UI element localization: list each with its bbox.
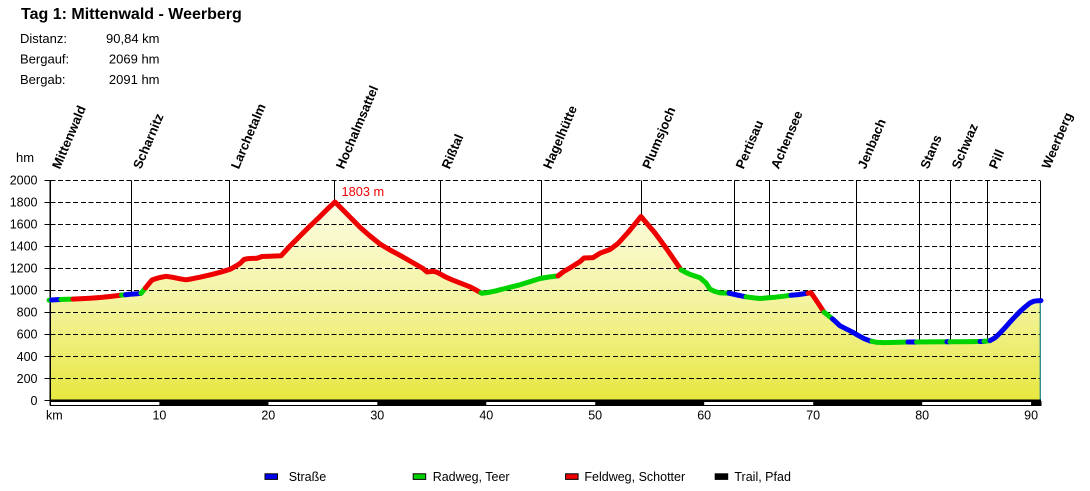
svg-text:1400: 1400	[10, 240, 38, 254]
svg-text:2000: 2000	[10, 174, 38, 188]
svg-text:80: 80	[915, 409, 929, 423]
svg-text:hm: hm	[16, 150, 34, 165]
svg-text:40: 40	[479, 409, 493, 423]
svg-text:2091 hm: 2091 hm	[109, 72, 160, 87]
svg-text:70: 70	[806, 409, 820, 423]
svg-text:km: km	[46, 409, 63, 423]
svg-text:1000: 1000	[10, 284, 38, 298]
svg-text:800: 800	[17, 306, 38, 320]
svg-text:Distanz:: Distanz:	[20, 31, 67, 46]
svg-text:1803 m: 1803 m	[342, 184, 385, 199]
svg-text:50: 50	[588, 409, 602, 423]
svg-text:Pill: Pill	[986, 147, 1007, 171]
svg-text:1800: 1800	[10, 196, 38, 210]
svg-text:90,84 km: 90,84 km	[106, 31, 159, 46]
svg-text:1600: 1600	[10, 218, 38, 232]
svg-text:200: 200	[17, 372, 38, 386]
svg-text:0: 0	[31, 394, 38, 408]
svg-text:20: 20	[261, 409, 275, 423]
svg-text:Tag 1: Mittenwald - Weerberg: Tag 1: Mittenwald - Weerberg	[21, 6, 242, 23]
svg-text:1200: 1200	[10, 262, 38, 276]
svg-text:Bergauf:: Bergauf:	[20, 52, 69, 67]
svg-text:Bergab:: Bergab:	[20, 72, 66, 87]
svg-text:90: 90	[1024, 409, 1038, 423]
svg-text:400: 400	[17, 350, 38, 364]
svg-text:10: 10	[152, 409, 166, 423]
svg-text:Feldweg, Schotter: Feldweg, Schotter	[584, 470, 685, 484]
svg-text:Straße: Straße	[289, 470, 327, 484]
svg-text:60: 60	[697, 409, 711, 423]
svg-text:Trail, Pfad: Trail, Pfad	[734, 470, 791, 484]
svg-text:600: 600	[17, 328, 38, 342]
svg-text:2069 hm: 2069 hm	[109, 52, 160, 67]
svg-text:30: 30	[370, 409, 384, 423]
svg-text:Radweg, Teer: Radweg, Teer	[433, 470, 510, 484]
